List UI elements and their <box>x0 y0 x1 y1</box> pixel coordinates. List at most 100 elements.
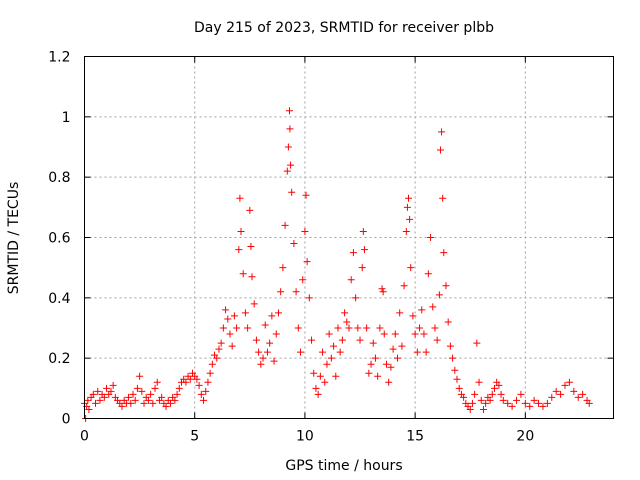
y-tick-label: 0.8 <box>48 170 70 186</box>
data-point <box>539 402 547 410</box>
data-point <box>284 143 292 151</box>
data-point <box>363 324 371 332</box>
data-point <box>274 309 282 317</box>
data-point <box>570 387 578 395</box>
data-point <box>526 402 534 410</box>
data-point <box>530 396 538 404</box>
data-point <box>411 330 419 338</box>
data-point <box>561 381 569 389</box>
data-point <box>508 402 516 410</box>
data-point <box>449 354 457 362</box>
y-tick-label: 0.4 <box>48 291 70 307</box>
data-points <box>81 107 593 422</box>
data-point <box>287 161 295 169</box>
data-point <box>316 372 324 380</box>
data-point <box>153 378 161 386</box>
data-point <box>479 405 487 413</box>
data-point <box>268 312 276 320</box>
data-point <box>548 393 556 401</box>
data-point <box>173 390 181 398</box>
data-point <box>379 288 387 296</box>
data-point <box>321 378 329 386</box>
data-point <box>202 387 210 395</box>
data-point <box>281 221 289 229</box>
data-point <box>387 363 395 371</box>
data-point <box>305 294 313 302</box>
data-point <box>396 309 404 317</box>
data-point <box>579 390 587 398</box>
data-point <box>378 285 386 293</box>
data-point <box>402 227 410 235</box>
data-point <box>338 336 346 344</box>
data-point <box>497 390 505 398</box>
data-point <box>543 399 551 407</box>
data-point <box>380 330 388 338</box>
data-point <box>182 378 190 386</box>
data-point <box>360 246 368 254</box>
data-point <box>303 258 311 266</box>
data-point <box>376 324 384 332</box>
data-point <box>471 390 479 398</box>
data-point <box>149 399 157 407</box>
y-tick-label: 1.2 <box>48 50 70 66</box>
data-point <box>226 330 234 338</box>
data-point <box>431 324 439 332</box>
data-point <box>294 324 302 332</box>
data-point <box>343 318 351 326</box>
data-point <box>407 264 415 272</box>
data-point <box>365 369 373 377</box>
data-point <box>444 318 452 326</box>
data-point <box>446 342 454 350</box>
data-point <box>323 360 331 368</box>
data-point <box>356 336 364 344</box>
data-point <box>473 339 481 347</box>
data-point <box>270 357 278 365</box>
data-point <box>391 330 399 338</box>
data-point <box>244 324 252 332</box>
axis-ticks: 0 0.2 0.4 0.6 0.8 1 1.2 0 5 10 15 20 <box>48 50 614 445</box>
data-point <box>517 390 525 398</box>
data-point <box>233 324 241 332</box>
data-point <box>252 336 260 344</box>
data-point <box>100 393 108 401</box>
data-point <box>255 348 263 356</box>
data-point <box>409 312 417 320</box>
data-point <box>131 396 139 404</box>
data-point <box>237 227 245 235</box>
data-point <box>341 309 349 317</box>
data-point <box>241 309 249 317</box>
data-point <box>277 288 285 296</box>
data-point <box>332 372 340 380</box>
data-point <box>118 402 126 410</box>
data-point <box>565 378 573 386</box>
data-point <box>213 354 221 362</box>
data-point <box>358 264 366 272</box>
data-point <box>301 227 309 235</box>
data-point <box>403 203 411 211</box>
data-point <box>257 360 265 368</box>
data-point <box>436 146 444 154</box>
data-point <box>374 372 382 380</box>
data-point <box>440 249 448 257</box>
data-point <box>107 387 115 395</box>
y-tick-label: 0 <box>62 412 71 428</box>
data-point <box>261 321 269 329</box>
data-point <box>208 360 216 368</box>
data-point <box>418 306 426 314</box>
y-tick-label: 0.6 <box>48 231 70 247</box>
data-point <box>85 405 93 413</box>
data-point <box>439 194 447 202</box>
data-point <box>279 264 287 272</box>
x-tick-label: 5 <box>190 429 199 445</box>
data-point <box>215 345 223 353</box>
data-point <box>557 390 565 398</box>
data-point <box>259 354 267 362</box>
data-point <box>312 384 320 392</box>
grid-lines <box>84 56 614 419</box>
data-point <box>504 399 512 407</box>
data-point <box>438 128 446 136</box>
data-point <box>352 294 360 302</box>
data-point <box>475 378 483 386</box>
data-point <box>359 227 367 235</box>
